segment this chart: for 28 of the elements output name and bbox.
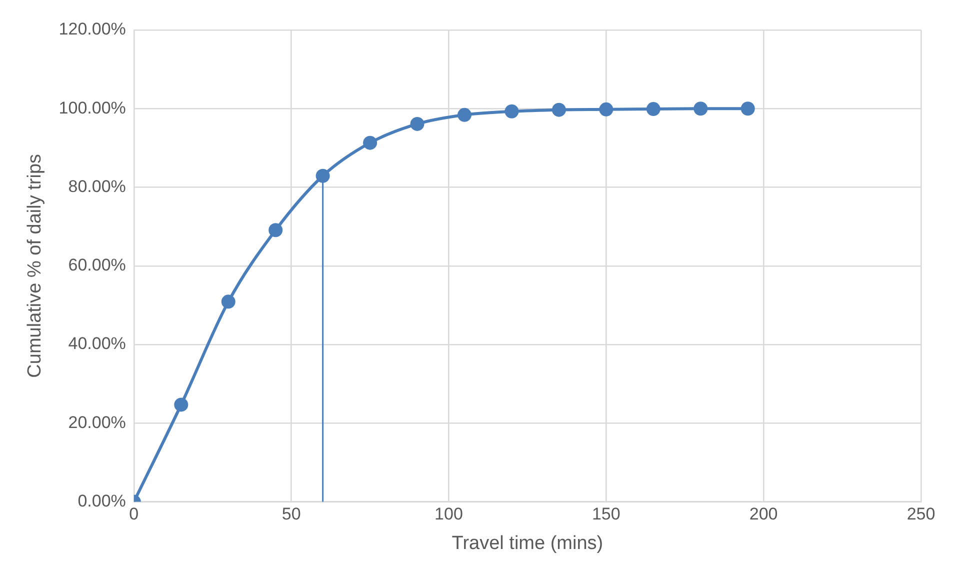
point — [740, 102, 755, 116]
point — [457, 108, 472, 122]
x-axis-title: Travel time (mins) — [452, 532, 604, 554]
y-tick-label: 0.00% — [78, 491, 126, 510]
x-tick-label: 200 — [749, 504, 778, 524]
y-axis-title: Cumulative % of daily trips — [24, 154, 46, 378]
y-tick-label: 40.00% — [68, 334, 126, 354]
y-tick-label: 120.00% — [58, 20, 126, 39]
y-tick-label: 80.00% — [68, 176, 126, 196]
x-tick-label: 100 — [434, 504, 463, 524]
point — [599, 102, 614, 116]
point — [646, 102, 660, 116]
y-tick-label: 20.00% — [68, 412, 126, 432]
y-tick-label: 60.00% — [68, 256, 126, 275]
y-tick-label: 100.00% — [58, 98, 126, 118]
x-tick-label: 150 — [592, 504, 620, 524]
point — [268, 223, 283, 238]
point — [552, 102, 566, 117]
x-tick-label: 250 — [906, 504, 936, 524]
point — [363, 136, 378, 150]
point — [221, 294, 236, 309]
x-tick-label: 0 — [129, 504, 139, 524]
point — [410, 116, 424, 131]
x-tick-label: 50 — [282, 504, 301, 524]
point — [694, 102, 708, 116]
point — [174, 398, 188, 412]
point — [316, 168, 330, 183]
point — [504, 104, 519, 118]
